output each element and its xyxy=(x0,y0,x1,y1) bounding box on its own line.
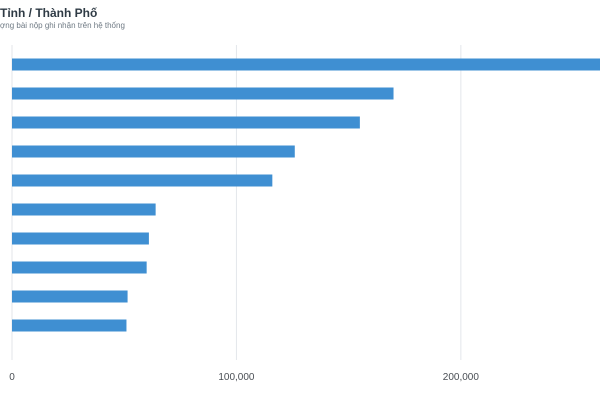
chart-subtitle: ợng bài nộp ghi nhận trên hệ thống xyxy=(0,21,125,30)
bar[interactable] xyxy=(12,319,127,332)
x-axis-ticks: 0 100,000 200,000 xyxy=(9,372,479,383)
bar[interactable] xyxy=(12,203,156,216)
bar[interactable] xyxy=(12,174,273,187)
bars xyxy=(12,58,600,332)
bar[interactable] xyxy=(12,290,128,303)
bar[interactable] xyxy=(12,261,147,274)
x-tick-label: 0 xyxy=(9,372,15,383)
bar[interactable] xyxy=(12,58,600,71)
x-tick-label: 100,000 xyxy=(218,372,255,383)
bar[interactable] xyxy=(12,87,394,100)
bar[interactable] xyxy=(12,145,295,158)
bar[interactable] xyxy=(12,232,149,245)
chart-title: Tỉnh / Thành Phố xyxy=(0,6,98,20)
x-tick-label: 200,000 xyxy=(443,372,480,383)
bar[interactable] xyxy=(12,116,360,129)
